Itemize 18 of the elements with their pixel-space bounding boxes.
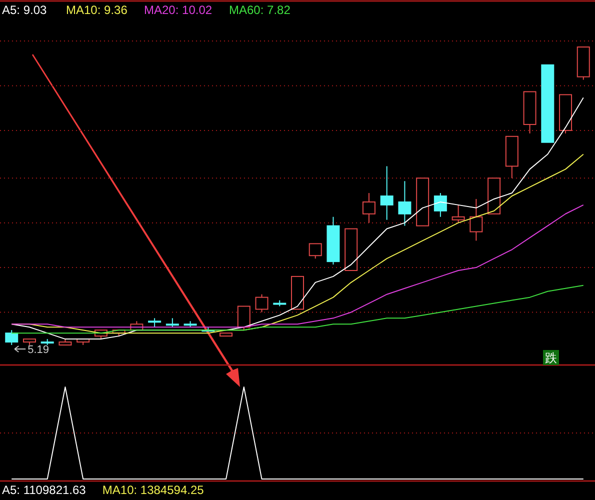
text: A5: 9.03 bbox=[2, 3, 48, 17]
candlestick bbox=[362, 192, 376, 224]
candlestick bbox=[308, 243, 322, 260]
text: MA60: 7.82 bbox=[229, 3, 291, 17]
candlestick bbox=[452, 204, 465, 224]
text: MA10: 1384594.25 bbox=[102, 483, 204, 497]
candlestick bbox=[255, 294, 268, 313]
candlestick bbox=[470, 198, 483, 242]
candlestick bbox=[434, 192, 447, 218]
candlestick bbox=[237, 306, 250, 331]
text: 跌 bbox=[545, 351, 557, 365]
candlestick bbox=[398, 180, 412, 226]
candlestick bbox=[380, 166, 394, 220]
annotation: 5.19 bbox=[28, 344, 50, 356]
text: MA20: 10.02 bbox=[144, 3, 212, 17]
candlestick bbox=[5, 330, 18, 346]
text: MA10: 9.36 bbox=[66, 3, 128, 17]
text: A5: 1109821.63 bbox=[2, 483, 86, 497]
